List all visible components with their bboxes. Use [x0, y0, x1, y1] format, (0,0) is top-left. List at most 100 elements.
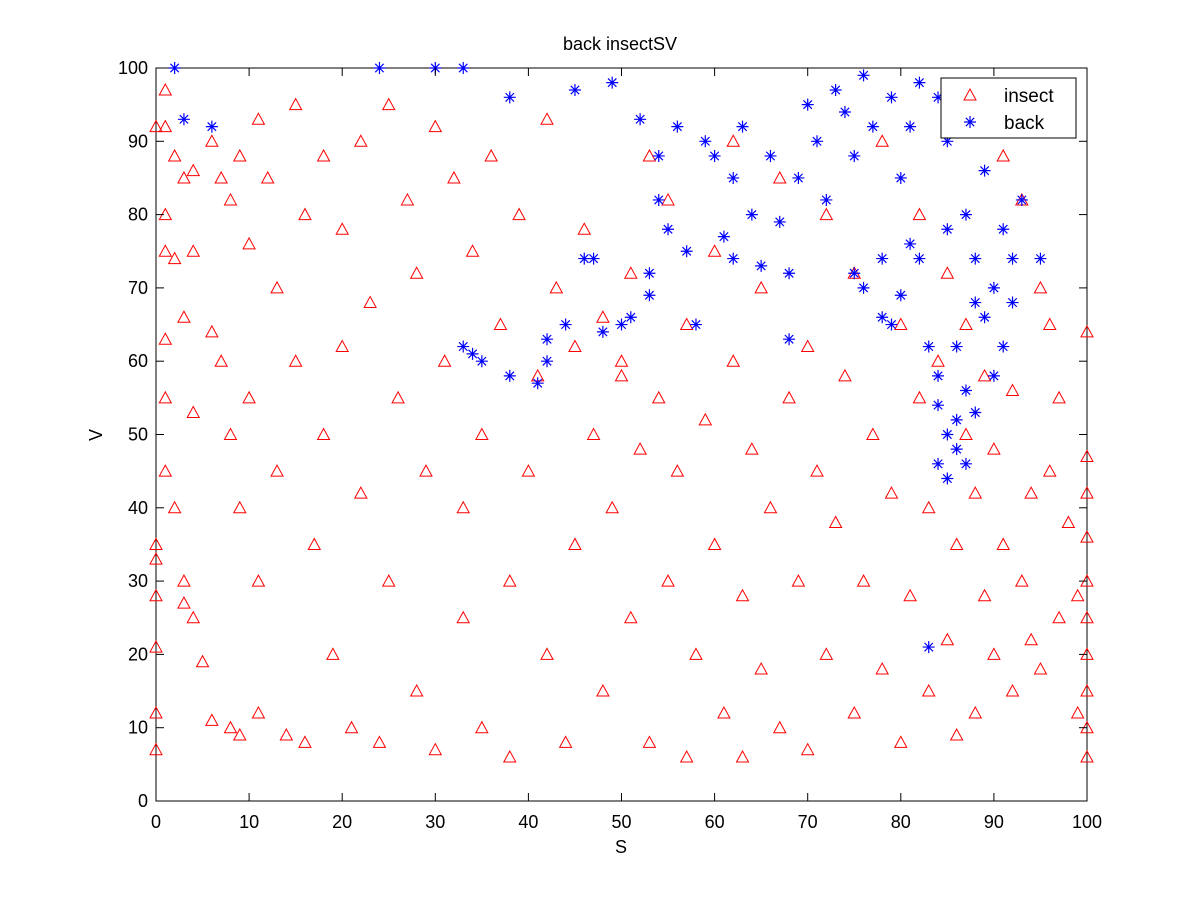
- back-point: [894, 171, 907, 184]
- insect-point: [475, 720, 489, 734]
- back-point: [736, 120, 749, 133]
- y-tick-label: 0: [138, 791, 148, 811]
- insect-point: [270, 280, 284, 294]
- back-point: [959, 457, 972, 470]
- insect-point: [251, 574, 266, 587]
- back-point: [652, 149, 665, 162]
- insect-point: [558, 735, 573, 748]
- insect-point: [465, 244, 480, 257]
- insect-point: [167, 500, 182, 514]
- legend-items: insect back: [963, 86, 1054, 134]
- insect-point: [875, 662, 890, 675]
- back-point: [894, 289, 907, 302]
- insect-point: [1080, 684, 1094, 697]
- insect-point: [968, 705, 983, 719]
- insect-point: [409, 266, 424, 279]
- insect-point: [940, 632, 955, 646]
- insect-point: [493, 317, 508, 331]
- back-point: [969, 296, 982, 309]
- insect-point: [419, 464, 433, 477]
- legend-label-insect: insect: [1004, 86, 1054, 107]
- insect-point: [242, 236, 256, 250]
- y-tick-label: 20: [128, 644, 148, 664]
- insect-point: [819, 647, 834, 660]
- back-point: [848, 149, 861, 162]
- back-point: [689, 318, 702, 331]
- insect-point: [475, 427, 489, 440]
- insect-point: [447, 170, 461, 184]
- insect-point: [800, 339, 815, 353]
- back-point: [745, 208, 758, 221]
- back-point: [885, 318, 898, 331]
- insect-point: [484, 148, 499, 162]
- back-point: [652, 193, 665, 206]
- insect-point: [596, 684, 610, 697]
- insect-point: [679, 317, 694, 331]
- insect-point: [1014, 574, 1029, 587]
- insect-point: [512, 207, 526, 221]
- plot-area: [155, 67, 1088, 802]
- insect-point: [726, 354, 741, 367]
- insect-point: [959, 427, 973, 440]
- back-point: [457, 340, 470, 353]
- y-tick-label: 80: [128, 205, 148, 225]
- y-tick-label: 10: [128, 718, 148, 738]
- back-point: [578, 252, 591, 265]
- insect-point: [409, 684, 424, 697]
- insect-point: [912, 207, 927, 221]
- insect-point: [205, 134, 219, 147]
- back-point: [624, 311, 637, 324]
- insect-point: [921, 500, 936, 514]
- back-point: [857, 69, 870, 82]
- back-point: [811, 135, 824, 148]
- insect-point: [177, 596, 191, 609]
- back-point: [764, 149, 777, 162]
- x-tick-label: 100: [1072, 812, 1102, 832]
- back-point: [783, 267, 796, 280]
- insect-point: [363, 295, 377, 309]
- y-tick-label: 50: [128, 425, 148, 445]
- back-point: [932, 369, 945, 382]
- back-point: [475, 355, 488, 368]
- insect-point: [1080, 324, 1094, 338]
- insect-point: [754, 662, 768, 675]
- back-point: [662, 223, 675, 236]
- y-tick-label: 100: [118, 58, 148, 78]
- insect-point: [642, 735, 657, 748]
- insect-point: [717, 705, 731, 719]
- back-point: [671, 120, 684, 133]
- insect-point: [921, 684, 936, 697]
- insect-point: [707, 537, 722, 550]
- insect-point: [726, 134, 741, 147]
- insect-point: [400, 192, 415, 206]
- back-point: [904, 237, 917, 250]
- x-axis-label: S: [615, 837, 627, 857]
- back-point: [373, 62, 386, 74]
- insect-point: [661, 574, 675, 587]
- back-point: [503, 91, 516, 104]
- insect-point: [521, 464, 536, 477]
- insect-point: [158, 464, 173, 477]
- back-point: [717, 230, 730, 243]
- back-point: [941, 428, 954, 441]
- insect-point: [847, 705, 862, 719]
- insect-point: [623, 610, 638, 624]
- insect-point: [307, 537, 322, 550]
- insect-point: [158, 119, 173, 133]
- insect-point: [251, 705, 266, 719]
- back-point: [913, 76, 926, 89]
- insect-point: [763, 500, 778, 514]
- legend-label-back: back: [1004, 113, 1045, 134]
- back-point: [177, 113, 190, 126]
- insect-point: [335, 339, 350, 353]
- insect-point: [195, 654, 210, 668]
- insect-point: [549, 280, 564, 294]
- back-point: [615, 318, 628, 331]
- back-point: [466, 347, 479, 360]
- insect-point: [1080, 749, 1094, 763]
- x-tick-label: 70: [798, 812, 818, 832]
- back-point: [801, 98, 814, 111]
- back-point: [541, 333, 554, 346]
- back-point: [950, 443, 963, 456]
- legend-marker-back: [964, 116, 976, 128]
